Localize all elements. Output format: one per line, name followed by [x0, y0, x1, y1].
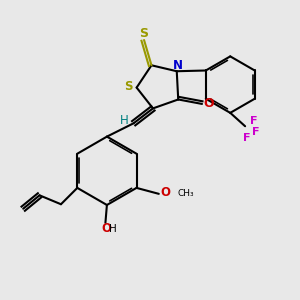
Text: H: H [109, 224, 117, 234]
Text: O: O [102, 222, 112, 235]
Text: S: S [124, 80, 133, 93]
Text: N: N [173, 59, 183, 72]
Text: H: H [120, 114, 128, 128]
Text: F: F [252, 127, 259, 136]
Text: F: F [243, 133, 250, 143]
Text: S: S [140, 27, 148, 40]
Text: F: F [250, 116, 258, 126]
Text: CH₃: CH₃ [177, 189, 194, 198]
Text: O: O [160, 186, 170, 199]
Text: O: O [203, 98, 214, 110]
